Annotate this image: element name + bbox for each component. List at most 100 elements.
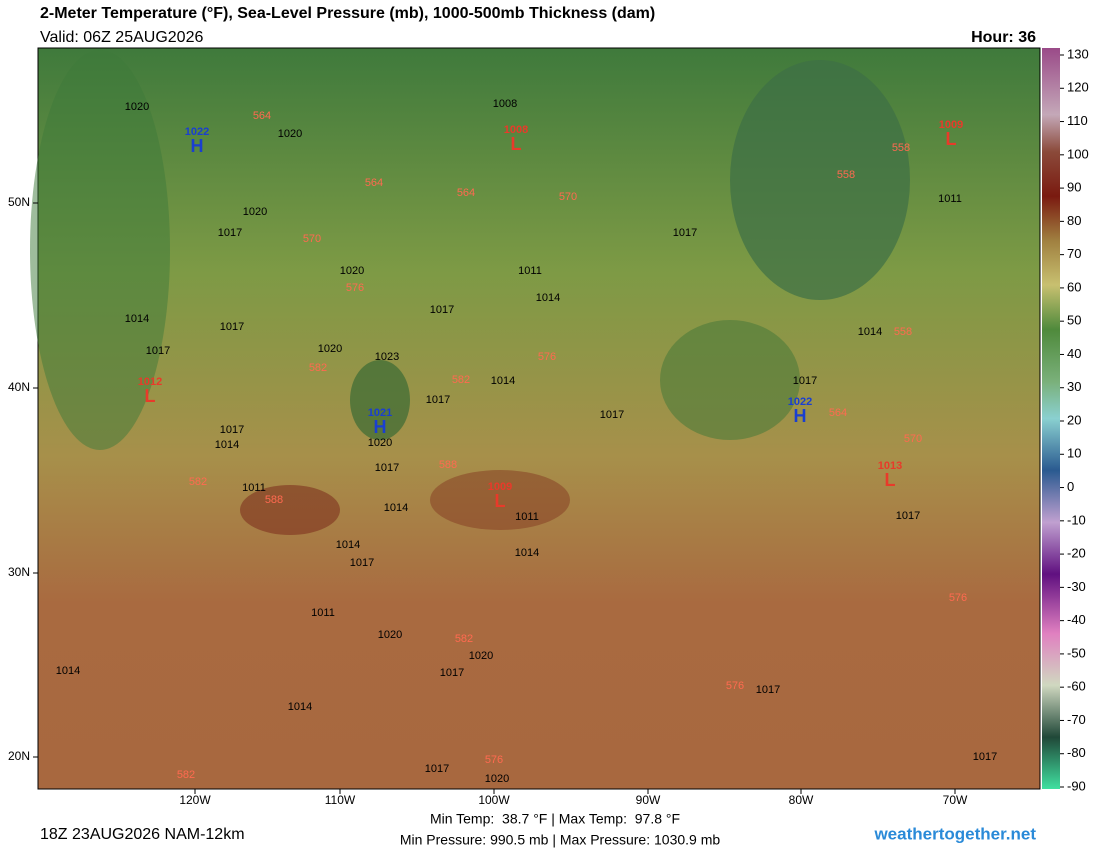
colorbar-tick-label: 90: [1067, 180, 1081, 195]
isobar-label: 1017: [440, 667, 464, 679]
longitude-label: 90W: [636, 793, 661, 807]
isobar-label: 1023: [375, 351, 399, 363]
colorbar-tick-label: -60: [1067, 679, 1086, 694]
pressure-value: 1022: [185, 126, 209, 138]
thickness-label: 576: [346, 282, 364, 294]
isobar-label: 1017: [673, 227, 697, 239]
thickness-label: 570: [303, 233, 321, 245]
thickness-label: 582: [189, 476, 207, 488]
colorbar-tick-label: 0: [1067, 479, 1074, 494]
colorbar-tick-label: -70: [1067, 712, 1086, 727]
isobar-label: 1014: [515, 547, 539, 559]
pressure-value: 1009: [488, 481, 512, 493]
thickness-label: 558: [894, 326, 912, 338]
cool-region: [350, 360, 410, 440]
pressure-value: 1009: [939, 119, 963, 131]
colorbar-tick-label: -40: [1067, 612, 1086, 627]
pressure-letter: H: [191, 136, 204, 156]
isobar-label: 1020: [125, 101, 149, 113]
isobar-label: 1014: [491, 375, 515, 387]
thickness-label: 564: [829, 407, 847, 419]
isobar-label: 1020: [378, 629, 402, 641]
longitude-label: 110W: [325, 793, 356, 807]
colorbar-tick-label: -90: [1067, 778, 1086, 793]
thickness-label: 576: [485, 754, 503, 766]
site-link[interactable]: weathertogether.net: [873, 824, 1036, 843]
pressure-letter: L: [885, 470, 896, 490]
thickness-label: 576: [726, 680, 744, 692]
isobar-label: 1014: [336, 539, 360, 551]
colorbar-tick-label: -10: [1067, 512, 1086, 527]
isobar-label: 1014: [288, 701, 312, 713]
colorbar-tick-label: 100: [1067, 146, 1089, 161]
longitude-label: 70W: [943, 793, 968, 807]
thickness-label: 588: [439, 459, 457, 471]
isobar-label: 1017: [350, 557, 374, 569]
isobar-label: 1017: [430, 304, 454, 316]
isobar-label: 1017: [600, 409, 624, 421]
cool-region: [30, 50, 170, 450]
isobar-label: 1017: [220, 424, 244, 436]
isobar-label: 1014: [858, 326, 882, 338]
isobar-label: 1020: [485, 773, 509, 785]
isobar-label: 1020: [469, 650, 493, 662]
valid-time: Valid: 06Z 25AUG2026: [40, 29, 203, 46]
isobar-label: 1017: [756, 684, 780, 696]
isobar-label: 1008: [493, 98, 517, 110]
thickness-label: 576: [949, 592, 967, 604]
isobar-label: 1011: [515, 511, 539, 523]
isobar-label: 1017: [375, 462, 399, 474]
isobar-label: 1020: [368, 437, 392, 449]
longitude-label: 80W: [789, 793, 814, 807]
longitude-label: 120W: [179, 793, 211, 807]
thickness-label: 558: [837, 169, 855, 181]
isobar-label: 1017: [973, 751, 997, 763]
isobar-label: 1011: [242, 482, 266, 494]
colorbar-tick-label: 50: [1067, 313, 1081, 328]
colorbar-tick-label: -20: [1067, 546, 1086, 561]
isobar-label: 1017: [425, 763, 449, 775]
thickness-label: 582: [455, 633, 473, 645]
isobar-label: 1017: [146, 345, 170, 357]
colorbar-tick-label: 20: [1067, 412, 1081, 427]
thickness-label: 564: [457, 187, 475, 199]
colorbar-tick-label: -30: [1067, 579, 1086, 594]
isobar-label: 1014: [215, 439, 239, 451]
isobar-label: 1017: [793, 375, 817, 387]
colorbar-tick-label: 110: [1067, 113, 1088, 128]
warm-region: [240, 485, 340, 535]
colorbar-tick-label: 80: [1067, 213, 1081, 228]
latitude-label: 20N: [8, 749, 30, 763]
colorbar-tick-label: 70: [1067, 246, 1081, 261]
isobar-label: 1011: [311, 607, 335, 619]
model-run: 18Z 23AUG2026 NAM-12km: [40, 826, 245, 843]
thickness-label: 588: [265, 494, 283, 506]
title: 2-Meter Temperature (°F), Sea-Level Pres…: [40, 5, 655, 22]
pressure-letter: H: [374, 417, 387, 437]
thickness-label: 558: [892, 142, 910, 154]
isobar-label: 1011: [518, 265, 542, 277]
thickness-label: 564: [253, 110, 271, 122]
colorbar: [1042, 48, 1060, 789]
isobar-label: 1014: [125, 313, 149, 325]
pressure-letter: L: [946, 129, 957, 149]
pressure-letter: L: [145, 386, 156, 406]
isobar-label: 1020: [278, 128, 302, 140]
pressure-stats: Min Pressure: 990.5 mb | Max Pressure: 1…: [400, 832, 721, 848]
isobar-label: 1017: [220, 321, 244, 333]
pressure-value: 1021: [368, 407, 392, 419]
thickness-label: 582: [452, 374, 470, 386]
colorbar-tick-label: 120: [1067, 80, 1089, 95]
thickness-label: 564: [365, 177, 383, 189]
isobar-label: 1014: [384, 502, 408, 514]
isobar-label: 1011: [938, 193, 962, 205]
warm-region: [430, 470, 570, 530]
colorbar-tick-label: 60: [1067, 279, 1081, 294]
thickness-label: 576: [538, 351, 556, 363]
colorbar-tick-label: -50: [1067, 645, 1086, 660]
isobar-label: 1017: [896, 510, 920, 522]
isobar-label: 1020: [340, 265, 364, 277]
pressure-letter: L: [511, 134, 522, 154]
cool-region: [730, 60, 910, 300]
